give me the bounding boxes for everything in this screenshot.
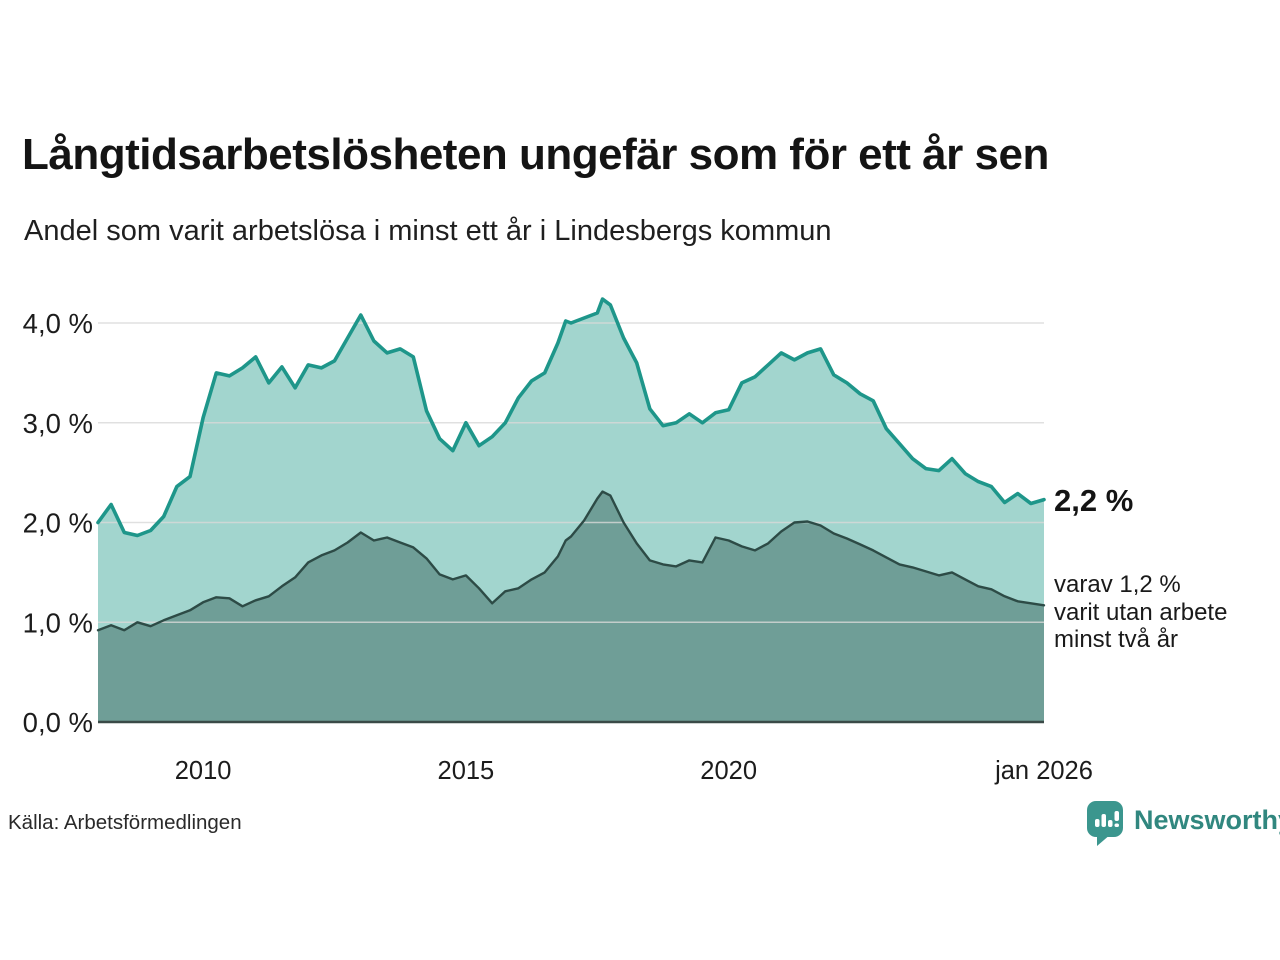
y-tick-label: 3,0 % [23,408,93,439]
latest-value-label: 2,2 % [1054,483,1134,518]
x-tick-label: 2015 [438,757,495,785]
x-tick-label: jan 2026 [994,757,1093,785]
y-tick-label: 0,0 % [23,707,93,738]
source-credit: Källa: Arbetsförmedlingen [8,811,242,834]
area-unemployed-2yr [98,491,1044,722]
x-tick-label: 2010 [175,757,232,785]
page-subtitle: Andel som varit arbetslösa i minst ett å… [24,215,832,247]
line-unemployed-2yr [96,490,1046,632]
y-tick-label: 1,0 % [23,607,93,638]
newsworthy-logo-text: Newsworthy [1134,805,1280,835]
secondary-value-label: varav 1,2 % varit utan arbete minst två … [1054,571,1228,653]
y-tick-label: 4,0 % [23,308,93,339]
speech-bubble-bar-chart-icon [1087,801,1123,846]
page-title: Långtidsarbetslösheten ungefär som för e… [22,130,1049,179]
line-unemployed-1yr [96,297,1046,538]
y-tick-label: 2,0 % [23,508,93,539]
newsworthy-logo: Newsworthy [1086,800,1280,848]
x-tick-label: 2020 [700,757,757,785]
